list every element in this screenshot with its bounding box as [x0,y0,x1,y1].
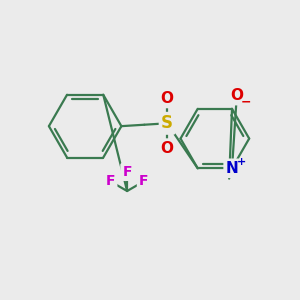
Text: O: O [161,141,174,156]
Text: O: O [230,88,243,103]
Text: F: F [139,175,148,188]
Text: O: O [161,91,174,106]
Text: F: F [106,175,115,188]
Text: −: − [241,96,252,109]
Text: +: + [237,157,246,166]
Text: F: F [122,165,132,179]
Text: N: N [226,161,238,176]
Text: S: S [161,114,173,132]
